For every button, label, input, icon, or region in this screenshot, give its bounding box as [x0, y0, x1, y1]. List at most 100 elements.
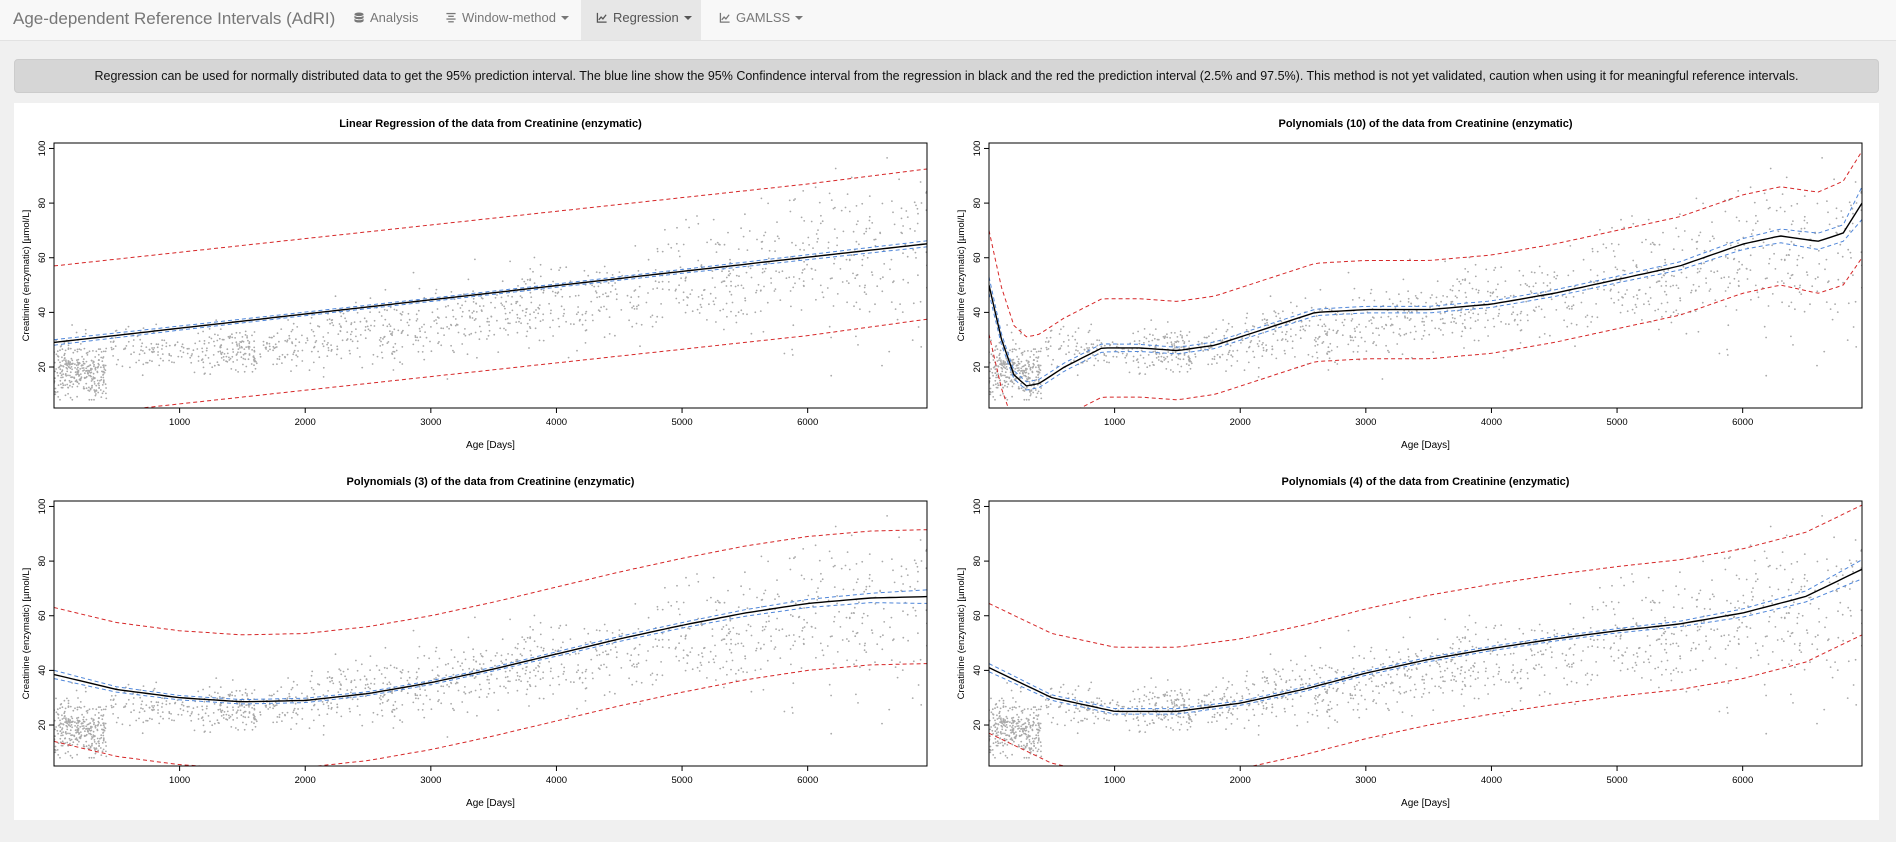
data-point [1029, 356, 1032, 358]
data-point [1009, 380, 1012, 383]
data-point [606, 272, 608, 274]
data-point [1403, 333, 1406, 336]
data-point [255, 362, 258, 365]
data-point [615, 298, 618, 301]
data-point [822, 296, 825, 299]
data-point [1647, 300, 1650, 303]
data-point [841, 281, 844, 283]
data-point [1660, 660, 1663, 663]
data-point [1326, 332, 1328, 335]
data-point [1683, 588, 1686, 590]
data-point [461, 315, 463, 318]
data-point [691, 647, 693, 649]
data-point [1508, 323, 1510, 326]
data-point [54, 393, 57, 396]
data-point [832, 565, 835, 568]
data-point [221, 338, 224, 341]
data-point [863, 286, 866, 289]
data-point [151, 705, 154, 707]
data-point [1008, 376, 1011, 379]
data-point [145, 719, 148, 722]
data-point [1002, 366, 1005, 368]
data-point [750, 332, 753, 335]
data-point [383, 308, 386, 311]
data-point [481, 668, 483, 670]
data-point [1768, 228, 1771, 230]
data-point [220, 344, 223, 346]
data-point [1477, 339, 1480, 342]
data-point [369, 655, 372, 657]
data-point [1439, 312, 1442, 315]
data-point [262, 344, 265, 346]
data-point [1849, 251, 1852, 254]
data-point [670, 604, 673, 607]
data-point [523, 280, 526, 283]
x-tick-label: 4000 [546, 775, 567, 786]
data-point [592, 319, 594, 322]
data-point [416, 657, 419, 659]
data-point [533, 614, 536, 617]
data-point [1308, 325, 1311, 327]
data-point [1670, 679, 1673, 682]
data-point [1852, 274, 1854, 277]
data-point [871, 274, 874, 276]
data-point [749, 625, 752, 628]
data-point [632, 663, 635, 665]
data-point [1406, 312, 1409, 314]
data-point [1556, 274, 1559, 277]
data-point [879, 232, 882, 235]
data-point [93, 363, 95, 366]
data-point [1185, 363, 1188, 365]
data-point [1738, 220, 1741, 222]
data-point [1035, 376, 1038, 379]
data-point [1458, 289, 1460, 292]
nav-item-regression[interactable]: Regression [581, 0, 701, 40]
data-point [97, 749, 100, 752]
data-point [1750, 298, 1752, 301]
app-title[interactable]: Age-dependent Reference Intervals (AdRI) [13, 9, 336, 28]
data-point [1755, 214, 1757, 217]
data-point [633, 666, 636, 668]
data-point [1694, 310, 1697, 312]
data-point [176, 341, 179, 344]
data-point [447, 662, 450, 665]
data-point [915, 257, 917, 259]
data-point [102, 722, 105, 725]
plot-area [989, 504, 1862, 766]
data-point [1248, 346, 1250, 349]
data-point [778, 237, 780, 240]
data-point [720, 639, 723, 642]
y-tick-label: 100 [972, 141, 983, 157]
data-point [1459, 641, 1462, 643]
data-point [856, 273, 859, 276]
data-point [1257, 336, 1260, 338]
data-point [1454, 304, 1456, 307]
data-point [446, 684, 448, 686]
data-point [1670, 274, 1673, 277]
data-point [1399, 334, 1402, 337]
data-point [1365, 326, 1367, 328]
data-point [486, 338, 488, 340]
data-point [1703, 249, 1706, 252]
data-point [1806, 274, 1809, 276]
data-point [74, 721, 76, 724]
data-point [186, 705, 189, 708]
data-point [855, 223, 858, 226]
data-point [208, 328, 211, 330]
data-point [855, 240, 858, 243]
data-point [764, 231, 767, 234]
data-point [475, 311, 478, 313]
data-point [1049, 330, 1052, 332]
data-point [251, 349, 254, 351]
data-point [1649, 297, 1652, 299]
nav-item-analysis[interactable]: Analysis [347, 0, 424, 40]
data-point [1225, 330, 1228, 333]
nav-item-gamlss[interactable]: GAMLSS [713, 0, 809, 40]
data-point [505, 300, 507, 303]
nav-item-window-method[interactable]: Window-method [439, 0, 575, 40]
data-point [165, 342, 168, 344]
series-confidence-upper [54, 240, 927, 341]
info-banner-text: Regression can be used for normally dist… [94, 69, 1799, 83]
data-point [1337, 329, 1339, 332]
data-point [136, 335, 139, 338]
